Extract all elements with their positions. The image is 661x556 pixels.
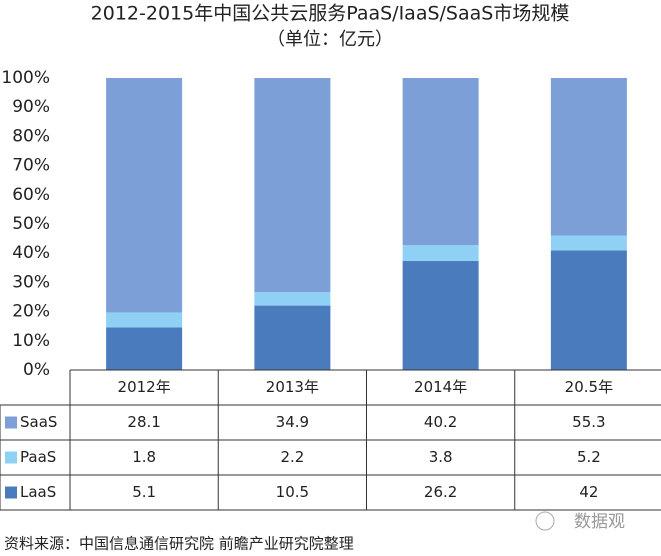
y-tick-label: 10% — [12, 331, 50, 351]
bar-segment — [106, 312, 183, 328]
table-value: 5.2 — [577, 448, 601, 466]
bar-segment — [402, 245, 479, 262]
x-tick-label: 20.5年 — [565, 378, 613, 396]
bar-segment — [254, 78, 331, 293]
legend-label: LaaS — [20, 483, 56, 501]
bar-segment — [402, 261, 479, 370]
y-tick-label: 80% — [12, 126, 50, 146]
table-value: 26.2 — [424, 483, 457, 501]
table-value: 34.9 — [276, 413, 309, 431]
y-tick-label: 20% — [12, 302, 50, 322]
table-value: 5.1 — [132, 483, 156, 501]
table-value: 28.1 — [127, 413, 160, 431]
y-tick-label: 30% — [12, 272, 50, 292]
chart-subtitle: （单位：亿元） — [267, 29, 393, 50]
bar-segment — [550, 235, 627, 251]
table-value: 2.2 — [280, 448, 304, 466]
legend-swatch — [5, 416, 17, 429]
bar-segment — [254, 292, 331, 306]
y-tick-label: 70% — [12, 156, 50, 176]
legend-label: SaaS — [20, 413, 57, 431]
y-tick-label: 50% — [12, 214, 50, 234]
chart-title: 2012-2015年中国公共云服务PaaS/IaaS/SaaS市场规模 — [91, 3, 570, 25]
table-value: 3.8 — [429, 448, 453, 466]
table-value: 55.3 — [572, 413, 605, 431]
source-note: 资料来源：中国信息通信研究院 前瞻产业研究院整理 — [4, 535, 354, 553]
y-tick-label: 0% — [23, 360, 50, 380]
y-tick-label: 60% — [12, 185, 50, 205]
bar-segment — [106, 327, 183, 370]
table-value: 40.2 — [424, 413, 457, 431]
table-value: 1.8 — [132, 448, 156, 466]
watermark: 数据观 — [574, 512, 625, 532]
bar-segment — [402, 78, 479, 246]
bar-segment — [254, 305, 331, 370]
bar-segment — [550, 250, 627, 370]
watermark-icon — [535, 511, 555, 531]
bar-segment — [106, 78, 183, 313]
y-tick-label: 40% — [12, 243, 50, 263]
legend-swatch — [5, 451, 17, 464]
x-tick-label: 2014年 — [414, 378, 467, 396]
y-tick-label: 90% — [12, 97, 50, 117]
table-value: 10.5 — [276, 483, 309, 501]
legend-label: PaaS — [20, 448, 56, 466]
bar-segment — [550, 78, 627, 236]
x-tick-label: 2012年 — [118, 378, 171, 396]
legend-swatch — [5, 486, 17, 499]
y-tick-label: 100% — [1, 68, 50, 88]
table-value: 42 — [579, 483, 598, 501]
x-tick-label: 2013年 — [266, 378, 319, 396]
